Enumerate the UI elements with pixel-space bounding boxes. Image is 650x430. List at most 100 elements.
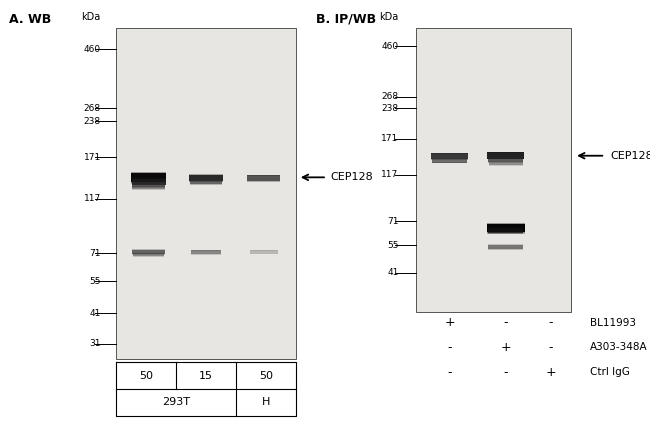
Bar — [488, 157, 523, 158]
Text: 50: 50 — [259, 371, 273, 381]
Bar — [132, 250, 165, 254]
Text: 41: 41 — [387, 268, 398, 277]
Bar — [131, 184, 166, 185]
Bar — [487, 232, 525, 233]
Bar — [432, 153, 468, 154]
Text: 50: 50 — [139, 371, 153, 381]
Bar — [247, 181, 280, 182]
Bar — [487, 232, 525, 233]
Bar — [189, 175, 223, 181]
Bar — [191, 250, 221, 251]
Bar — [133, 186, 164, 189]
Bar — [189, 175, 223, 176]
Bar — [189, 181, 223, 182]
Text: A303-348A: A303-348A — [590, 342, 647, 353]
Bar — [487, 232, 525, 233]
Text: 293T: 293T — [162, 397, 190, 408]
Text: 31: 31 — [89, 339, 101, 348]
Bar — [132, 249, 165, 250]
Text: 71: 71 — [387, 217, 398, 226]
Bar — [488, 227, 523, 233]
Text: -: - — [503, 316, 508, 329]
Text: kDa: kDa — [81, 12, 101, 22]
Text: CEP128: CEP128 — [330, 172, 372, 182]
Bar — [488, 162, 523, 163]
Bar — [489, 161, 523, 162]
Text: +: + — [500, 341, 511, 354]
Bar — [132, 249, 165, 250]
Text: 117: 117 — [84, 194, 101, 203]
Text: 238: 238 — [382, 104, 398, 113]
Bar — [247, 181, 280, 182]
Bar — [432, 158, 467, 159]
Bar — [247, 175, 280, 176]
Bar — [488, 158, 524, 159]
Bar — [131, 184, 166, 185]
Bar — [432, 159, 467, 163]
Text: H: H — [262, 397, 270, 408]
Bar — [432, 158, 467, 159]
Bar — [132, 254, 165, 255]
Bar — [488, 249, 523, 250]
Bar — [250, 250, 278, 251]
Bar — [488, 152, 524, 153]
Bar — [133, 253, 164, 256]
Text: B. IP/WB: B. IP/WB — [316, 13, 376, 26]
Bar — [190, 179, 222, 180]
Bar — [131, 182, 166, 184]
Bar — [133, 256, 164, 257]
Bar — [487, 223, 525, 224]
Bar — [488, 233, 523, 234]
Bar — [131, 178, 166, 179]
Bar — [190, 184, 222, 185]
Text: 171: 171 — [382, 135, 398, 144]
Bar — [133, 189, 164, 190]
Bar — [488, 233, 523, 234]
Bar — [488, 227, 523, 228]
Bar — [189, 174, 223, 175]
Text: 117: 117 — [382, 170, 398, 179]
Bar — [488, 152, 524, 153]
Bar — [488, 157, 523, 158]
Bar — [131, 184, 166, 185]
Text: -: - — [448, 366, 452, 379]
Bar — [189, 181, 223, 182]
Bar — [131, 182, 166, 183]
Bar — [488, 249, 523, 250]
Bar — [488, 157, 523, 162]
Bar — [432, 154, 468, 159]
Bar — [489, 165, 523, 166]
Text: kDa: kDa — [379, 12, 398, 22]
Text: 71: 71 — [89, 249, 101, 258]
Bar — [489, 162, 523, 165]
Text: Ctrl IgG: Ctrl IgG — [590, 367, 630, 378]
Bar — [250, 250, 278, 251]
Bar — [432, 159, 468, 160]
Bar — [488, 159, 524, 160]
Bar — [247, 175, 280, 181]
Bar — [132, 182, 165, 183]
Text: 41: 41 — [90, 309, 101, 318]
Bar — [132, 182, 165, 187]
Text: +: + — [545, 366, 556, 379]
Bar — [133, 186, 164, 187]
Bar — [189, 181, 223, 182]
Bar — [487, 223, 525, 224]
Bar — [116, 28, 296, 359]
Bar — [131, 182, 166, 184]
Bar — [432, 159, 468, 160]
Bar — [133, 189, 164, 190]
Text: 171: 171 — [84, 153, 101, 162]
Bar — [489, 165, 523, 166]
Bar — [488, 227, 523, 228]
Bar — [488, 233, 523, 234]
Bar — [432, 153, 468, 154]
Bar — [189, 174, 223, 175]
Bar — [487, 224, 525, 232]
Bar — [133, 256, 164, 257]
Bar — [488, 227, 523, 228]
Bar — [191, 250, 221, 251]
Bar — [131, 172, 166, 174]
Bar — [190, 180, 222, 184]
Text: -: - — [549, 341, 553, 354]
